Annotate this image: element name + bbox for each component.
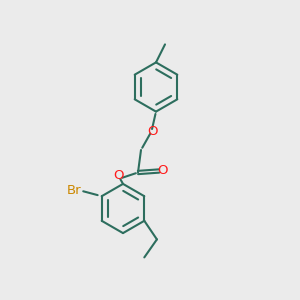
Text: O: O xyxy=(113,169,124,182)
Text: O: O xyxy=(148,125,158,138)
Text: Br: Br xyxy=(67,184,81,197)
Text: O: O xyxy=(157,164,168,178)
